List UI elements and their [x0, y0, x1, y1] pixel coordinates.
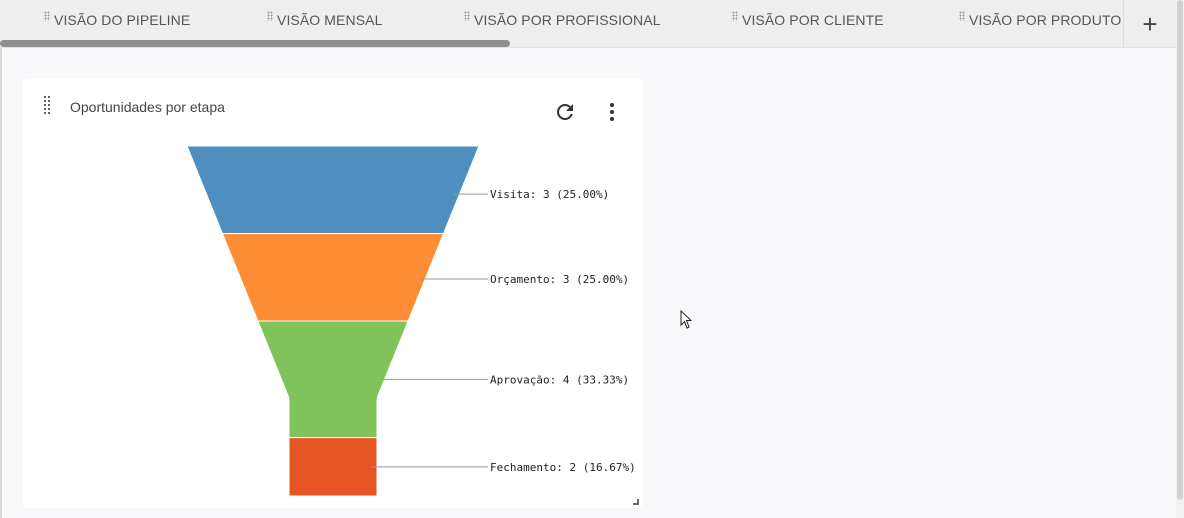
- tab-grip-icon: [464, 11, 470, 21]
- tab-grip-icon: [267, 11, 273, 21]
- tab-label: VISÃO MENSAL: [277, 12, 383, 28]
- add-tab-button[interactable]: +: [1123, 0, 1176, 48]
- tab-label: VISÃO DO PIPELINE: [54, 12, 191, 28]
- tab-visao-por-cliente[interactable]: VISÃO POR CLIENTE: [732, 0, 884, 40]
- vertical-scrollbar[interactable]: [1176, 0, 1184, 518]
- funnel-label-visita: Visita: 3 (25.00%): [490, 188, 609, 201]
- tab-grip-icon: [732, 11, 738, 21]
- vertical-scrollbar-thumb[interactable]: [1177, 0, 1183, 500]
- funnel-segment-orçamento[interactable]: [221, 233, 445, 322]
- tab-visao-por-profissional[interactable]: VISÃO POR PROFISSIONAL: [464, 0, 661, 40]
- tab-grip-icon: [959, 11, 965, 21]
- tab-visao-do-pipeline[interactable]: VISÃO DO PIPELINE: [44, 0, 190, 40]
- tab-label: VISÃO POR CLIENTE: [742, 12, 884, 28]
- left-edge: [0, 0, 2, 518]
- funnel-segment-visita[interactable]: [186, 145, 480, 234]
- tab-visao-mensal[interactable]: VISÃO MENSAL: [267, 0, 382, 40]
- funnel-chart: Visita: 3 (25.00%) Orçamento: 3 (25.00%) A…: [186, 145, 636, 497]
- funnel-segment-fechamento[interactable]: [288, 437, 378, 497]
- funnel-widget: Oportunidades por etapa Visita: 3 (25.00…: [23, 78, 642, 508]
- funnel-label-aprovação: Aprovação: 4 (33.33%): [490, 373, 629, 386]
- drag-handle-icon[interactable]: [43, 95, 51, 115]
- refresh-icon[interactable]: [553, 100, 577, 124]
- funnel-label-fechamento: Fechamento: 2 (16.67%): [490, 461, 636, 474]
- tabs-scrollbar[interactable]: [0, 40, 510, 47]
- funnel-label-orçamento: Orçamento: 3 (25.00%): [490, 273, 629, 286]
- more-vert-icon[interactable]: [601, 100, 623, 124]
- tab-grip-icon: [44, 11, 50, 21]
- resize-handle-icon[interactable]: [633, 499, 639, 505]
- widget-title: Oportunidades por etapa: [70, 99, 225, 115]
- tab-label: VISÃO POR PROFISSIONAL: [474, 12, 661, 28]
- tab-label: VISÃO POR PRODUTO: [969, 12, 1122, 28]
- mouse-cursor-icon: [680, 310, 693, 329]
- tabs-bar: VISÃO DO PIPELINE VISÃO MENSAL VISÃO POR…: [0, 0, 1176, 48]
- tab-visao-por-produto[interactable]: VISÃO POR PRODUTO: [959, 0, 1121, 40]
- plus-icon: +: [1142, 8, 1158, 39]
